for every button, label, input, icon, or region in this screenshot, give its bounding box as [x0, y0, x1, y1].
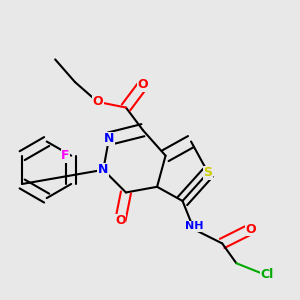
- Text: N: N: [98, 163, 109, 176]
- Text: O: O: [138, 78, 148, 92]
- Text: Cl: Cl: [261, 268, 274, 281]
- Text: O: O: [115, 214, 126, 227]
- Text: N: N: [104, 132, 114, 145]
- Text: NH: NH: [184, 221, 203, 231]
- Text: O: O: [92, 95, 103, 108]
- Text: O: O: [245, 223, 256, 236]
- Text: S: S: [203, 166, 212, 179]
- Text: F: F: [61, 149, 70, 162]
